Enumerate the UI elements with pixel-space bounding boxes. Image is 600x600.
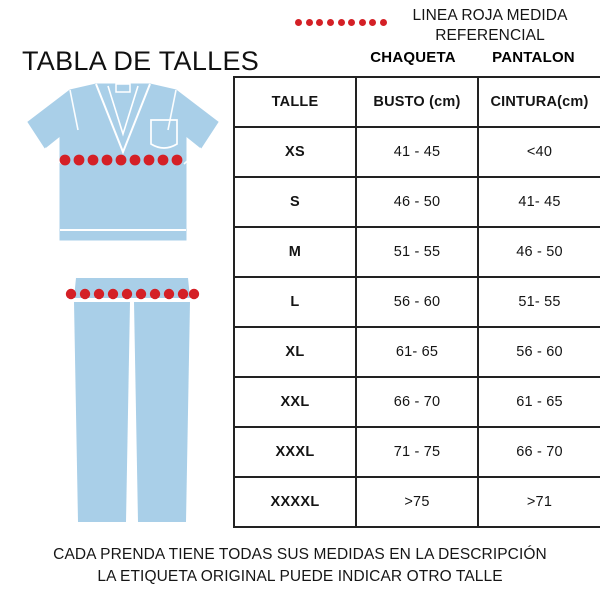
- table-row: M 51 - 55 46 - 50: [233, 226, 600, 278]
- group-header-pantalon: PANTALON: [492, 49, 575, 66]
- table-header-row: TALLE BUSTO (cm) CINTURA(cm): [233, 76, 600, 128]
- cell-cintura: 51- 55: [477, 276, 600, 328]
- table-row: XXL 66 - 70 61 - 65: [233, 376, 600, 428]
- table-row: XS 41 - 45 <40: [233, 126, 600, 178]
- table-row: XXXXL >75 >71: [233, 476, 600, 528]
- column-header-talle: TALLE: [233, 76, 357, 128]
- cell-cintura: 46 - 50: [477, 226, 600, 278]
- scrub-pants-illustration: [52, 272, 212, 528]
- cell-cintura: 56 - 60: [477, 326, 600, 378]
- scrub-top-icon: [27, 83, 219, 241]
- legend-dot: [326, 18, 334, 26]
- legend-dot: [305, 18, 313, 26]
- footer-line2: LA ETIQUETA ORIGINAL PUEDE INDICAR OTRO …: [97, 568, 503, 585]
- footer-note: CADA PRENDA TIENE TODAS SUS MEDIDAS EN L…: [0, 544, 600, 588]
- table-row: S 46 - 50 41- 45: [233, 176, 600, 228]
- legend-dot: [358, 18, 366, 26]
- cell-busto: 71 - 75: [355, 426, 479, 478]
- cell-cintura: 41- 45: [477, 176, 600, 228]
- cell-talle: XXXXL: [233, 476, 357, 528]
- cell-talle: M: [233, 226, 357, 278]
- legend-caption-line1: LINEA ROJA MEDIDA: [412, 7, 568, 24]
- cell-busto: 56 - 60: [355, 276, 479, 328]
- cell-talle: L: [233, 276, 357, 328]
- cell-cintura: <40: [477, 126, 600, 178]
- legend-dot: [380, 18, 387, 26]
- cell-talle: XXL: [233, 376, 357, 428]
- group-header-chaqueta: CHAQUETA: [370, 49, 456, 66]
- legend-dot: [316, 18, 324, 26]
- waist-measure-dots: [65, 288, 200, 300]
- legend-red-dotted-line: [295, 16, 387, 28]
- table-row: XXXL 71 - 75 66 - 70: [233, 426, 600, 478]
- legend-dot: [295, 18, 302, 26]
- cell-busto: 66 - 70: [355, 376, 479, 428]
- scrub-top-illustration: [18, 78, 228, 246]
- cell-busto: 41 - 45: [355, 126, 479, 178]
- page-title: TABLA DE TALLES: [22, 46, 260, 76]
- cell-talle: XS: [233, 126, 357, 178]
- cell-cintura: 66 - 70: [477, 426, 600, 478]
- cell-busto: 46 - 50: [355, 176, 479, 228]
- column-header-cintura: CINTURA(cm): [477, 76, 600, 128]
- column-header-busto: BUSTO (cm): [355, 76, 479, 128]
- cell-busto: 61- 65: [355, 326, 479, 378]
- table-row: XL 61- 65 56 - 60: [233, 326, 600, 378]
- cell-talle: XXXL: [233, 426, 357, 478]
- legend-dot: [337, 18, 345, 26]
- cell-cintura: >71: [477, 476, 600, 528]
- cell-busto: 51 - 55: [355, 226, 479, 278]
- scrub-pants-icon: [65, 278, 200, 522]
- size-table: TALLE BUSTO (cm) CINTURA(cm) XS 41 - 45 …: [233, 76, 600, 528]
- legend-dot: [348, 18, 356, 26]
- cell-talle: S: [233, 176, 357, 228]
- bust-measure-dots: [59, 154, 183, 166]
- footer-line1: CADA PRENDA TIENE TODAS SUS MEDIDAS EN L…: [53, 546, 547, 563]
- cell-busto: >75: [355, 476, 479, 528]
- legend-caption: LINEA ROJA MEDIDA REFERENCIAL: [380, 6, 600, 46]
- legend-dot: [369, 18, 377, 26]
- legend-caption-line2: REFERENCIAL: [435, 27, 545, 44]
- table-row: L 56 - 60 51- 55: [233, 276, 600, 328]
- cell-talle: XL: [233, 326, 357, 378]
- cell-cintura: 61 - 65: [477, 376, 600, 428]
